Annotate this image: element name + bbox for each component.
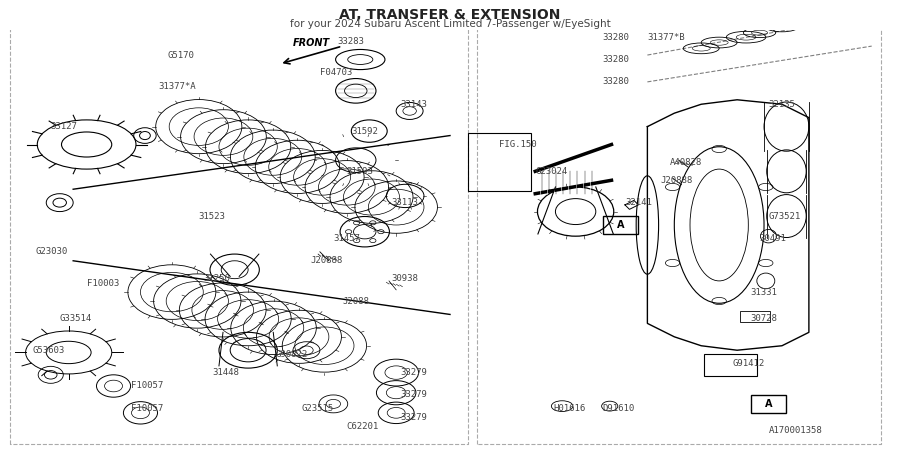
Text: A40828: A40828 bbox=[670, 158, 702, 167]
Text: 31448: 31448 bbox=[212, 368, 239, 377]
Text: 31457: 31457 bbox=[333, 234, 360, 243]
Text: F10003: F10003 bbox=[86, 279, 119, 288]
Text: F10057: F10057 bbox=[131, 404, 164, 413]
Text: G90822: G90822 bbox=[275, 350, 307, 359]
Text: 30491: 30491 bbox=[760, 234, 787, 243]
Text: 31250: 31250 bbox=[203, 274, 230, 283]
Text: H01616: H01616 bbox=[554, 404, 585, 413]
Text: G33514: G33514 bbox=[59, 315, 92, 324]
Text: G23515: G23515 bbox=[302, 404, 334, 413]
Text: FIG.150: FIG.150 bbox=[500, 140, 537, 149]
Text: A: A bbox=[616, 220, 625, 230]
Text: G73521: G73521 bbox=[769, 212, 801, 220]
Text: 31377*B: 31377*B bbox=[647, 33, 685, 42]
Text: 33143: 33143 bbox=[400, 100, 428, 109]
Text: 33280: 33280 bbox=[602, 33, 629, 42]
Text: 33280: 33280 bbox=[602, 77, 629, 86]
Text: D91610: D91610 bbox=[602, 404, 634, 413]
Text: for your 2024 Subaru Ascent Limited 7-Passenger w/EyeSight: for your 2024 Subaru Ascent Limited 7-Pa… bbox=[290, 19, 610, 29]
Text: C62201: C62201 bbox=[346, 422, 379, 431]
Text: 30938: 30938 bbox=[392, 274, 418, 283]
Text: G53603: G53603 bbox=[32, 346, 65, 355]
Text: AT, TRANSFER & EXTENSION: AT, TRANSFER & EXTENSION bbox=[339, 8, 561, 22]
Text: F10057: F10057 bbox=[131, 382, 164, 391]
Text: 31523: 31523 bbox=[199, 212, 226, 220]
Text: 33279: 33279 bbox=[400, 413, 428, 422]
Text: 31331: 31331 bbox=[751, 288, 778, 297]
FancyBboxPatch shape bbox=[2, 1, 898, 31]
Text: A170001358: A170001358 bbox=[769, 426, 823, 435]
Text: 33127: 33127 bbox=[50, 122, 77, 131]
Text: 33280: 33280 bbox=[602, 55, 629, 64]
Text: 31592: 31592 bbox=[351, 126, 378, 135]
Text: 32135: 32135 bbox=[769, 100, 796, 109]
Text: 30728: 30728 bbox=[751, 315, 778, 324]
Text: 33283: 33283 bbox=[338, 37, 364, 46]
Text: G91412: G91412 bbox=[733, 359, 765, 368]
Text: 31377*B: 31377*B bbox=[647, 10, 685, 19]
Text: G5170: G5170 bbox=[167, 50, 194, 59]
Text: J20888: J20888 bbox=[661, 176, 693, 185]
Text: F04703: F04703 bbox=[320, 68, 352, 77]
Text: G23024: G23024 bbox=[536, 167, 568, 176]
Text: G23030: G23030 bbox=[35, 248, 68, 256]
Text: 31377*A: 31377*A bbox=[158, 82, 196, 91]
Text: 33279: 33279 bbox=[400, 391, 428, 400]
Text: 31593: 31593 bbox=[346, 167, 374, 176]
Text: 33113: 33113 bbox=[392, 198, 418, 207]
Text: J2088: J2088 bbox=[342, 297, 369, 306]
Text: J20888: J20888 bbox=[310, 256, 343, 266]
Text: 33279: 33279 bbox=[400, 368, 428, 377]
Text: 32141: 32141 bbox=[625, 198, 652, 207]
Text: FRONT: FRONT bbox=[292, 38, 329, 48]
Text: A: A bbox=[765, 399, 772, 409]
